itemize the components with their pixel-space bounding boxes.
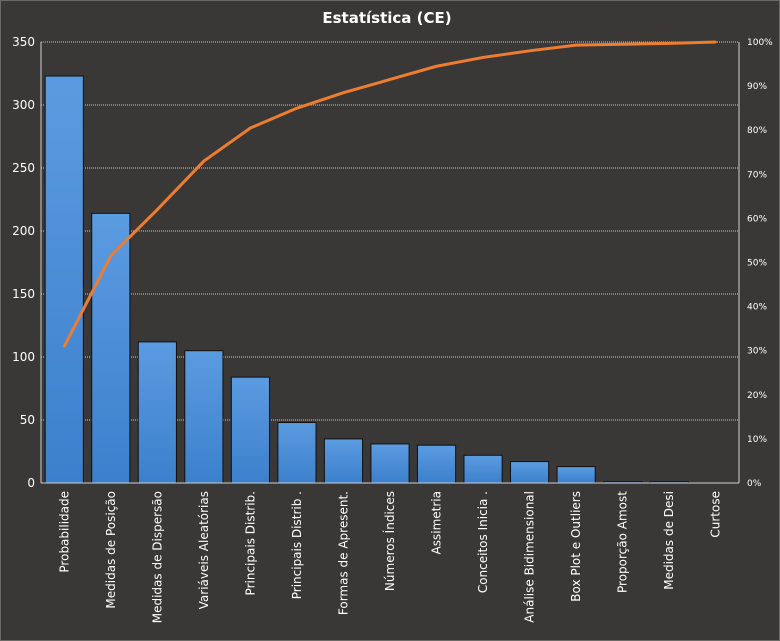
- bar: [510, 461, 550, 484]
- x-tick-label: Conceitos Inicia .: [476, 491, 490, 593]
- y-tick-label: 0: [27, 476, 35, 490]
- y-tick-label: 100: [12, 350, 35, 364]
- line-point: [63, 345, 66, 348]
- line-point: [435, 65, 438, 68]
- bar: [463, 454, 503, 484]
- x-tick-label: Análise Bidimensional: [523, 491, 537, 623]
- y2-tick-label: 10%: [747, 435, 767, 445]
- y2-tick-label: 80%: [747, 126, 767, 136]
- bar: [370, 443, 410, 484]
- y-tick-label: 50: [20, 413, 35, 427]
- y2-axis-ticks: 0% 10% 20% 30% 40% 50% 60% 70% 80% 90% 100%: [747, 38, 773, 489]
- y-tick-label: 300: [12, 98, 35, 112]
- y2-tick-label: 0%: [747, 479, 762, 489]
- line-point: [668, 42, 671, 45]
- bar: [137, 341, 177, 484]
- x-tick-label: Variáveis Aleatórias: [197, 491, 211, 609]
- y-tick-label: 350: [12, 35, 35, 49]
- bar: [230, 376, 270, 484]
- bar: [44, 75, 84, 484]
- y2-tick-label: 50%: [747, 259, 767, 269]
- line-point: [156, 208, 159, 211]
- axes: [40, 42, 740, 484]
- x-tick-label: Assimetria: [430, 491, 444, 554]
- y2-tick-label: 100%: [747, 38, 773, 48]
- x-tick-label: Principais Distrib .: [290, 491, 304, 599]
- line-point: [714, 40, 717, 44]
- y2-tick-label: 70%: [747, 170, 767, 180]
- y2-tick-label: 40%: [747, 303, 767, 313]
- line-point: [295, 106, 299, 110]
- x-tick-label: Probabilidade: [57, 491, 71, 573]
- x-tick-label: Números Índices: [382, 491, 397, 591]
- x-tick-label: Medidas de Posição: [104, 491, 118, 609]
- line-point: [481, 56, 485, 59]
- line-point: [202, 159, 206, 163]
- y-tick-label: 250: [12, 161, 35, 175]
- line-point: [574, 43, 578, 47]
- chart-title: Estatística (CE): [322, 9, 451, 27]
- line-point: [109, 254, 113, 258]
- y2-tick-label: 60%: [747, 214, 767, 224]
- bar: [323, 438, 364, 484]
- line-point: [528, 49, 531, 53]
- bar: [556, 466, 596, 484]
- x-tick-label: Curtose: [709, 491, 723, 538]
- y2-tick-label: 30%: [747, 347, 767, 357]
- line-point: [388, 78, 392, 81]
- line-point: [621, 43, 624, 46]
- line-point: [342, 91, 345, 94]
- x-tick-label: Principais Distrib.: [243, 491, 257, 595]
- line-point: [249, 126, 252, 130]
- y-tick-label: 150: [12, 287, 35, 301]
- bar: [277, 422, 317, 484]
- cumulative-line: [62, 40, 717, 348]
- y2-tick-label: 90%: [747, 82, 767, 92]
- x-tick-label: Box Plot e Outliers: [569, 491, 583, 602]
- bars: [44, 75, 689, 484]
- x-tick-label: Medidas de Desi: [662, 491, 676, 590]
- x-tick-label: Medidas de Dispersão: [150, 491, 164, 623]
- x-axis-ticks: Probabilidade Medidas de Posição Medidas d…: [57, 491, 722, 624]
- x-tick-label: Proporção Amost: [616, 491, 630, 593]
- bar: [416, 444, 457, 484]
- cumulative-percent-line: [62, 40, 716, 347]
- y2-tick-label: 20%: [747, 391, 767, 401]
- y-tick-label: 200: [12, 224, 35, 238]
- x-tick-label: Formas de Apresent.: [336, 491, 350, 615]
- y-axis-ticks: 0 50 100 150 200 250 300 350: [12, 35, 35, 490]
- bar: [184, 350, 224, 484]
